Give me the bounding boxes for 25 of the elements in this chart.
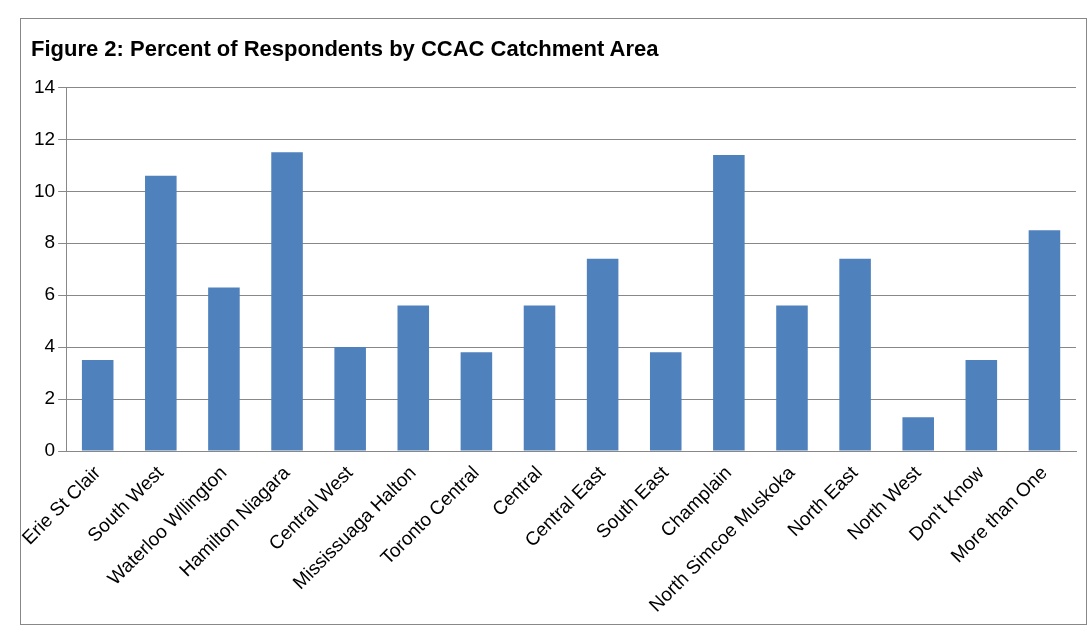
bar xyxy=(776,305,808,451)
y-tick-label: 0 xyxy=(44,439,56,461)
bar xyxy=(334,347,366,451)
bar xyxy=(839,258,871,451)
y-tick-label: 10 xyxy=(33,179,56,201)
bar xyxy=(145,175,177,451)
bar xyxy=(649,352,682,451)
chart-title: Figure 2: Percent of Respondents by CCAC Catchment Area xyxy=(31,36,660,62)
y-tick-label: 2 xyxy=(44,387,56,409)
bar xyxy=(965,360,998,451)
bar xyxy=(523,305,556,451)
y-tick-label: 6 xyxy=(44,283,56,305)
bar xyxy=(208,287,240,451)
y-tick-label: 14 xyxy=(33,75,56,97)
bar xyxy=(586,258,619,451)
bar xyxy=(81,360,114,451)
bar xyxy=(460,352,493,451)
bar xyxy=(902,417,934,451)
bar xyxy=(713,154,745,451)
bar xyxy=(1028,230,1061,451)
bar xyxy=(271,152,303,451)
y-tick-label: 4 xyxy=(44,335,56,357)
y-tick-label: 12 xyxy=(33,127,56,149)
y-tick-label: 8 xyxy=(44,231,56,253)
bar xyxy=(397,305,430,451)
